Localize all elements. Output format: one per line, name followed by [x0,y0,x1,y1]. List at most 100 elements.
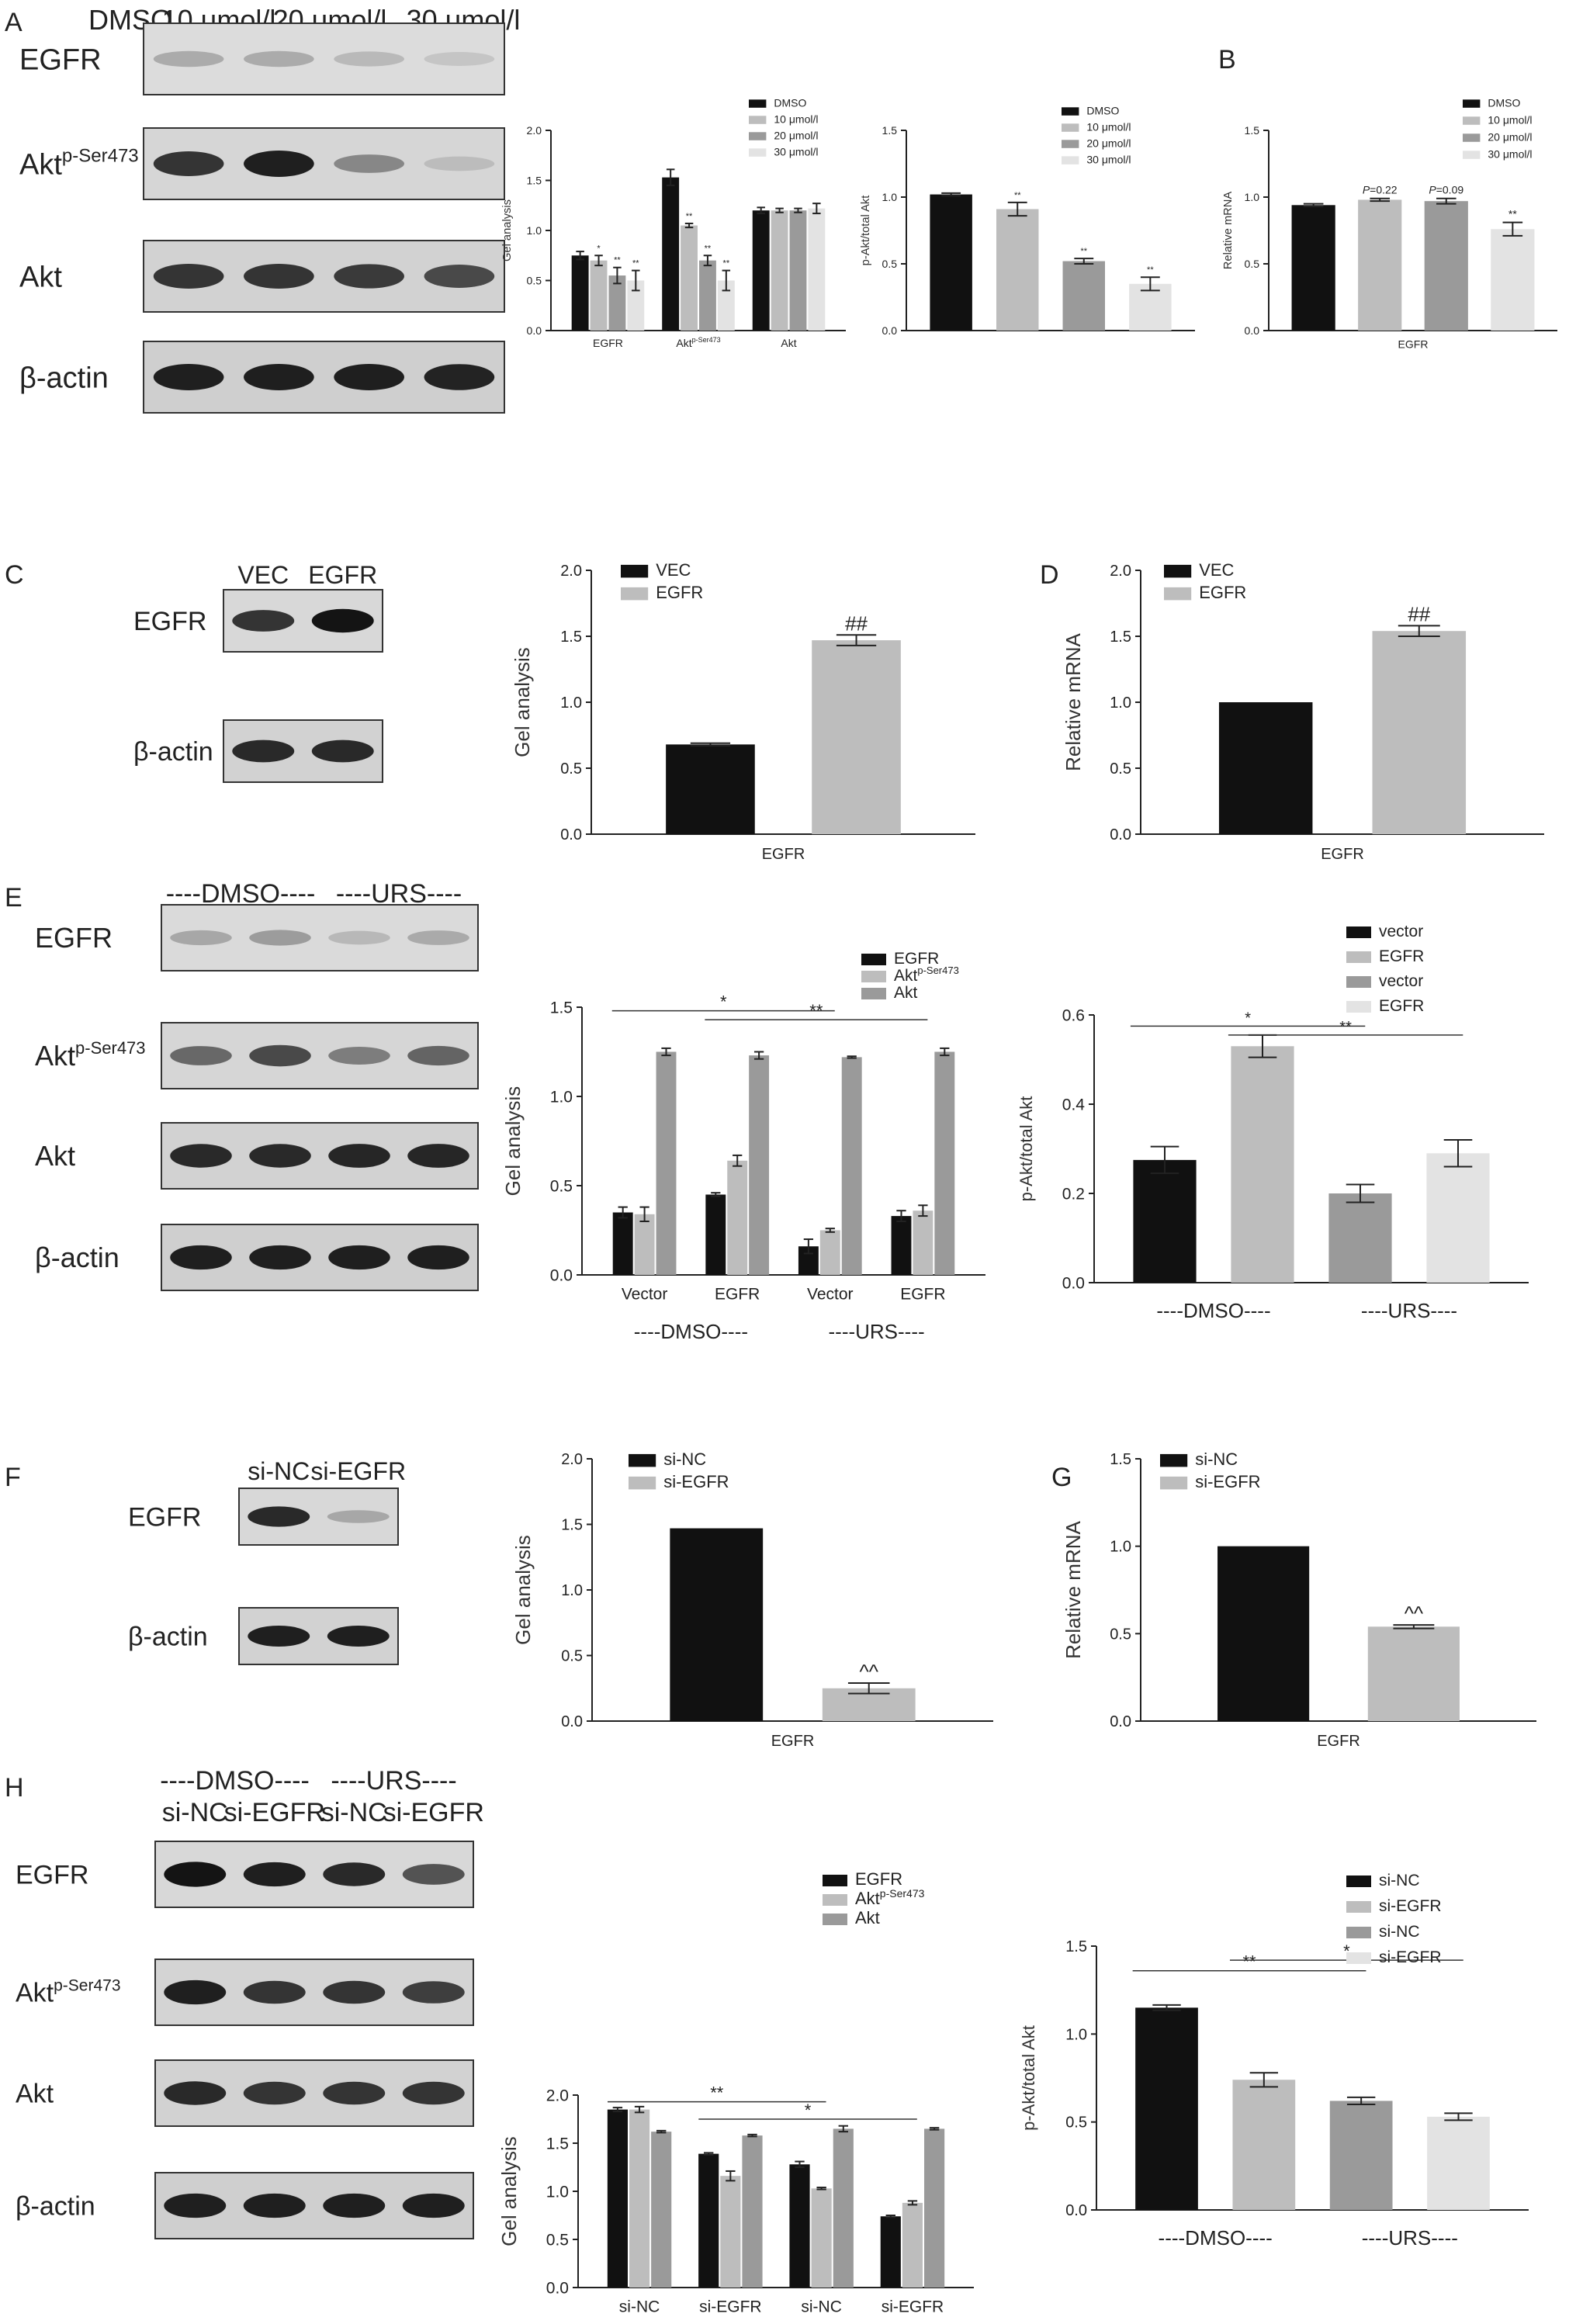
bar-si-egfr [1427,2116,1490,2210]
x-axis-label: EGFR [771,1733,815,1750]
bar-vec [666,744,755,834]
significance-label: ** [686,212,693,221]
blot-band [407,930,469,945]
legend-entry: EGFR [1199,583,1246,602]
blot-row-label: Akt [16,2079,54,2108]
y-tick-label: 0.5 [527,274,542,286]
x-tick-label: Vector [622,1286,668,1304]
y-tick-label: 0.5 [1110,1626,1131,1643]
label-base: si-NC [619,2298,660,2316]
label-base: vector [1379,923,1423,940]
legend-entry: EGFR [656,583,703,602]
bar-30-mol-l [808,208,826,331]
bracket-label: ** [1339,1019,1352,1036]
y-tick-label: 1.5 [882,124,898,137]
y-tick-label: 0.5 [550,1177,573,1195]
y-tick-label: 0.0 [1062,1274,1085,1292]
bar-akt-p-ser473 [629,2109,650,2288]
x-group-label: ----URS---- [1362,2226,1458,2250]
bracket-label: ** [809,1001,823,1020]
blot-band [164,2193,227,2218]
bar-akt-p-ser473 [902,2202,923,2288]
legend-entry: 30 μmol/l [1488,147,1532,160]
legend-swatch [861,971,886,982]
y-axis-title: p-Akt/total Akt [860,196,872,266]
y-tick-label: 0.5 [560,760,582,778]
panel-letter-d: D [1040,560,1059,590]
label-base: si-NC [1195,1449,1238,1469]
y-tick-label: 0.0 [882,324,898,337]
chart-a-p-akt-ratio: 0.0 0.5 1.0 1.5 p-Akt/total Akt ** ** ** DMSO 10 … [860,104,1195,337]
bar-akt [742,2135,763,2288]
blot-band [323,1862,386,1886]
bar-dmso [1291,205,1335,331]
chart-h-gel-analysis: 0.0 0.5 1.0 1.5 2.0 Gel analysis si-NC si-EGFR s… [497,1869,974,2316]
legend-swatch [1160,1453,1188,1467]
y-tick-label: 1.0 [561,1582,583,1599]
significance-label: ^^ [1405,1602,1424,1625]
blot-row-label: β-actin [133,737,213,767]
bar-akt-p-ser473 [727,1160,748,1275]
blot-lane-label: VEC [237,561,289,589]
y-tick-label: 0.0 [546,2279,569,2297]
legend-swatch [749,132,767,140]
label-base: si-EGFR [1379,1897,1442,1915]
legend-entry: 10 μmol/l [774,113,818,125]
y-tick-label: 0.0 [561,1713,583,1730]
y-tick-label: 0.5 [1110,760,1131,778]
legend-swatch [749,116,767,124]
y-tick-label: 0.5 [1245,258,1260,270]
blot-group-label: ----DMSO---- [160,1766,310,1796]
blot-band [170,930,232,946]
legend-swatch [1463,151,1481,159]
label-base: Akt [19,148,62,181]
label-base: 10 μmol/l [1488,113,1532,126]
bar-si-egfr [1367,1626,1460,1721]
label-base: DMSO [1086,104,1119,116]
label-base: DMSO [1488,96,1520,109]
label-base: Akt [19,261,62,293]
label-base: 20 μmol/l [1488,130,1532,143]
bracket-label: ** [710,2083,724,2103]
label-base: si-EGFR [699,2298,762,2316]
blot-lane-label: EGFR [308,561,377,589]
legend-entry: si-EGFR [663,1472,729,1491]
blot-row-label: β-actin [16,2191,95,2221]
legend-swatch [823,1875,847,1886]
legend-swatch [1164,587,1192,601]
label-base: EGFR [35,922,113,954]
legend-entry: 10 μmol/l [1086,120,1131,133]
bar-egfr [1426,1153,1490,1283]
blot-lane-label: si-EGFR [383,1798,484,1827]
y-tick-label: 0.5 [561,1648,583,1665]
label-base: EGFR [656,583,703,602]
x-tick-label: Akt [781,337,796,349]
label-base: EGFR [894,950,939,968]
blot-band [243,2081,306,2105]
legend-swatch [861,988,886,999]
bar-10-mol-l [771,210,788,331]
y-axis-title: Relative mRNA [1222,192,1235,270]
blot-band [244,364,314,390]
legend-swatch [749,99,767,108]
chart-e-p-akt-ratio: 0.0 0.2 0.4 0.6 p-Akt/total Akt ----DMSO---- -… [1017,923,1529,1322]
label-base: Akt [35,1140,75,1172]
legend-entry: si-EGFR [1379,1897,1442,1915]
y-tick-label: 0.0 [527,324,542,337]
label-superscript: p-Ser473 [62,145,139,166]
bar-akt-p-ser473 [913,1210,933,1275]
label-base: EGFR [593,337,623,349]
bar-dmso [662,177,680,331]
legend-entry: EGFR [855,1869,902,1889]
legend-entry: EGFR [1379,997,1424,1015]
blot-band [407,1144,469,1168]
bracket-label: ** [1242,1952,1256,1972]
blot-band [153,264,224,289]
bar-akt [651,2132,672,2288]
legend-swatch [1463,116,1481,125]
blot-row-label: EGFR [19,43,102,76]
blot-band [328,1144,390,1168]
blot-row-label: β-actin [128,1622,208,1651]
x-axis-label: EGFR [1317,1733,1360,1750]
blot-band [170,1046,232,1065]
